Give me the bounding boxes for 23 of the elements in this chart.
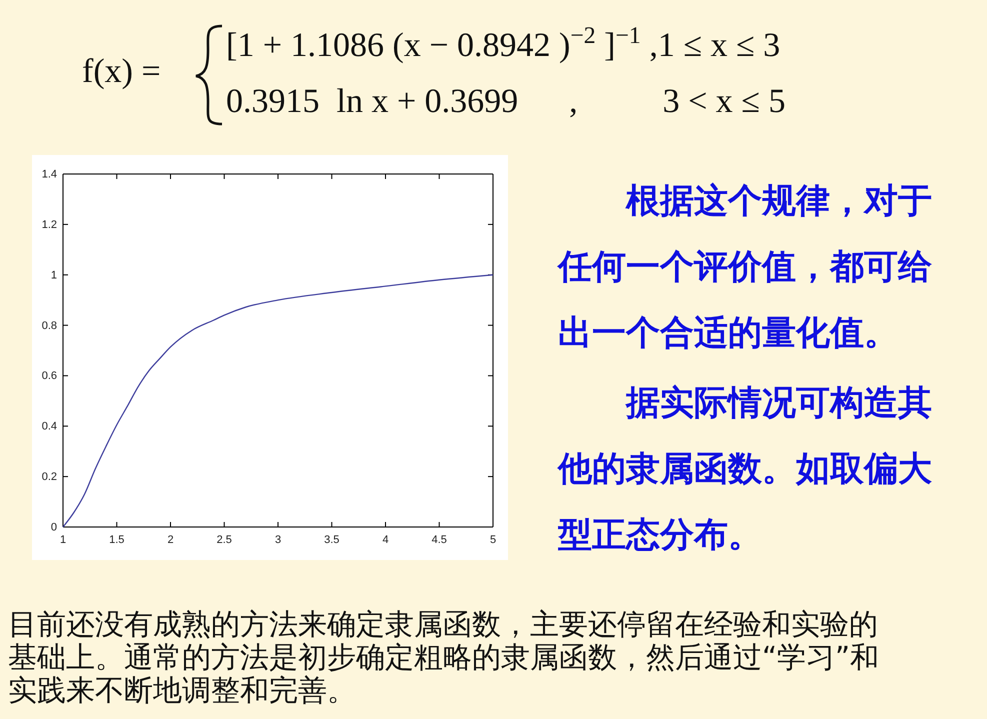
y-tick-label: 1.2 (42, 218, 57, 231)
y-tick-label: 0.8 (42, 320, 57, 332)
x-tick-label: 1 (60, 534, 66, 546)
text: f(x) = (82, 53, 161, 90)
y-tick-label: 0.6 (42, 370, 57, 382)
x-tick-label: 2.5 (216, 534, 232, 546)
text: 根据这个规律，对于任何一个评价值，都可给出一个合适的量化值。 (558, 180, 932, 355)
y-tick-label: 1 (50, 269, 57, 282)
y-tick-label: 0 (50, 522, 57, 534)
x-tick-label: 4 (382, 534, 389, 546)
x-tick-label: 5 (490, 534, 496, 546)
y-tick-label: 0.2 (42, 471, 57, 484)
x-tick-label: 3.5 (324, 534, 340, 546)
text: [1 + 1.1086 (x − 0.8942 )$^{−2}$ ]$^{−1}$ ,1 ≤ x ≤ 3 (226, 23, 780, 64)
x-tick-label: 1.5 (109, 534, 124, 546)
x-tick-label: 4.5 (432, 534, 447, 546)
y-tick-label: 0.4 (42, 420, 57, 433)
x-tick-label: 3 (274, 534, 282, 546)
text: 0.3915 ln x + 0.3699 , 3 < x ≤ 5 (226, 83, 786, 120)
text: 据实际情况可构造其他的隶属函数。如取偏大型正态分布。 (558, 382, 932, 557)
x-tick-label: 2 (167, 534, 174, 546)
text: 目前还没有成熟的方法来确定隶属函数，主要还停留在经验和实验的基础上。通常的方法是初步确定粗略的隶属函数，然后通过“学习”和实践来不断地调整和完善。 (8, 607, 880, 707)
y-tick-label: 1.4 (42, 168, 57, 181)
